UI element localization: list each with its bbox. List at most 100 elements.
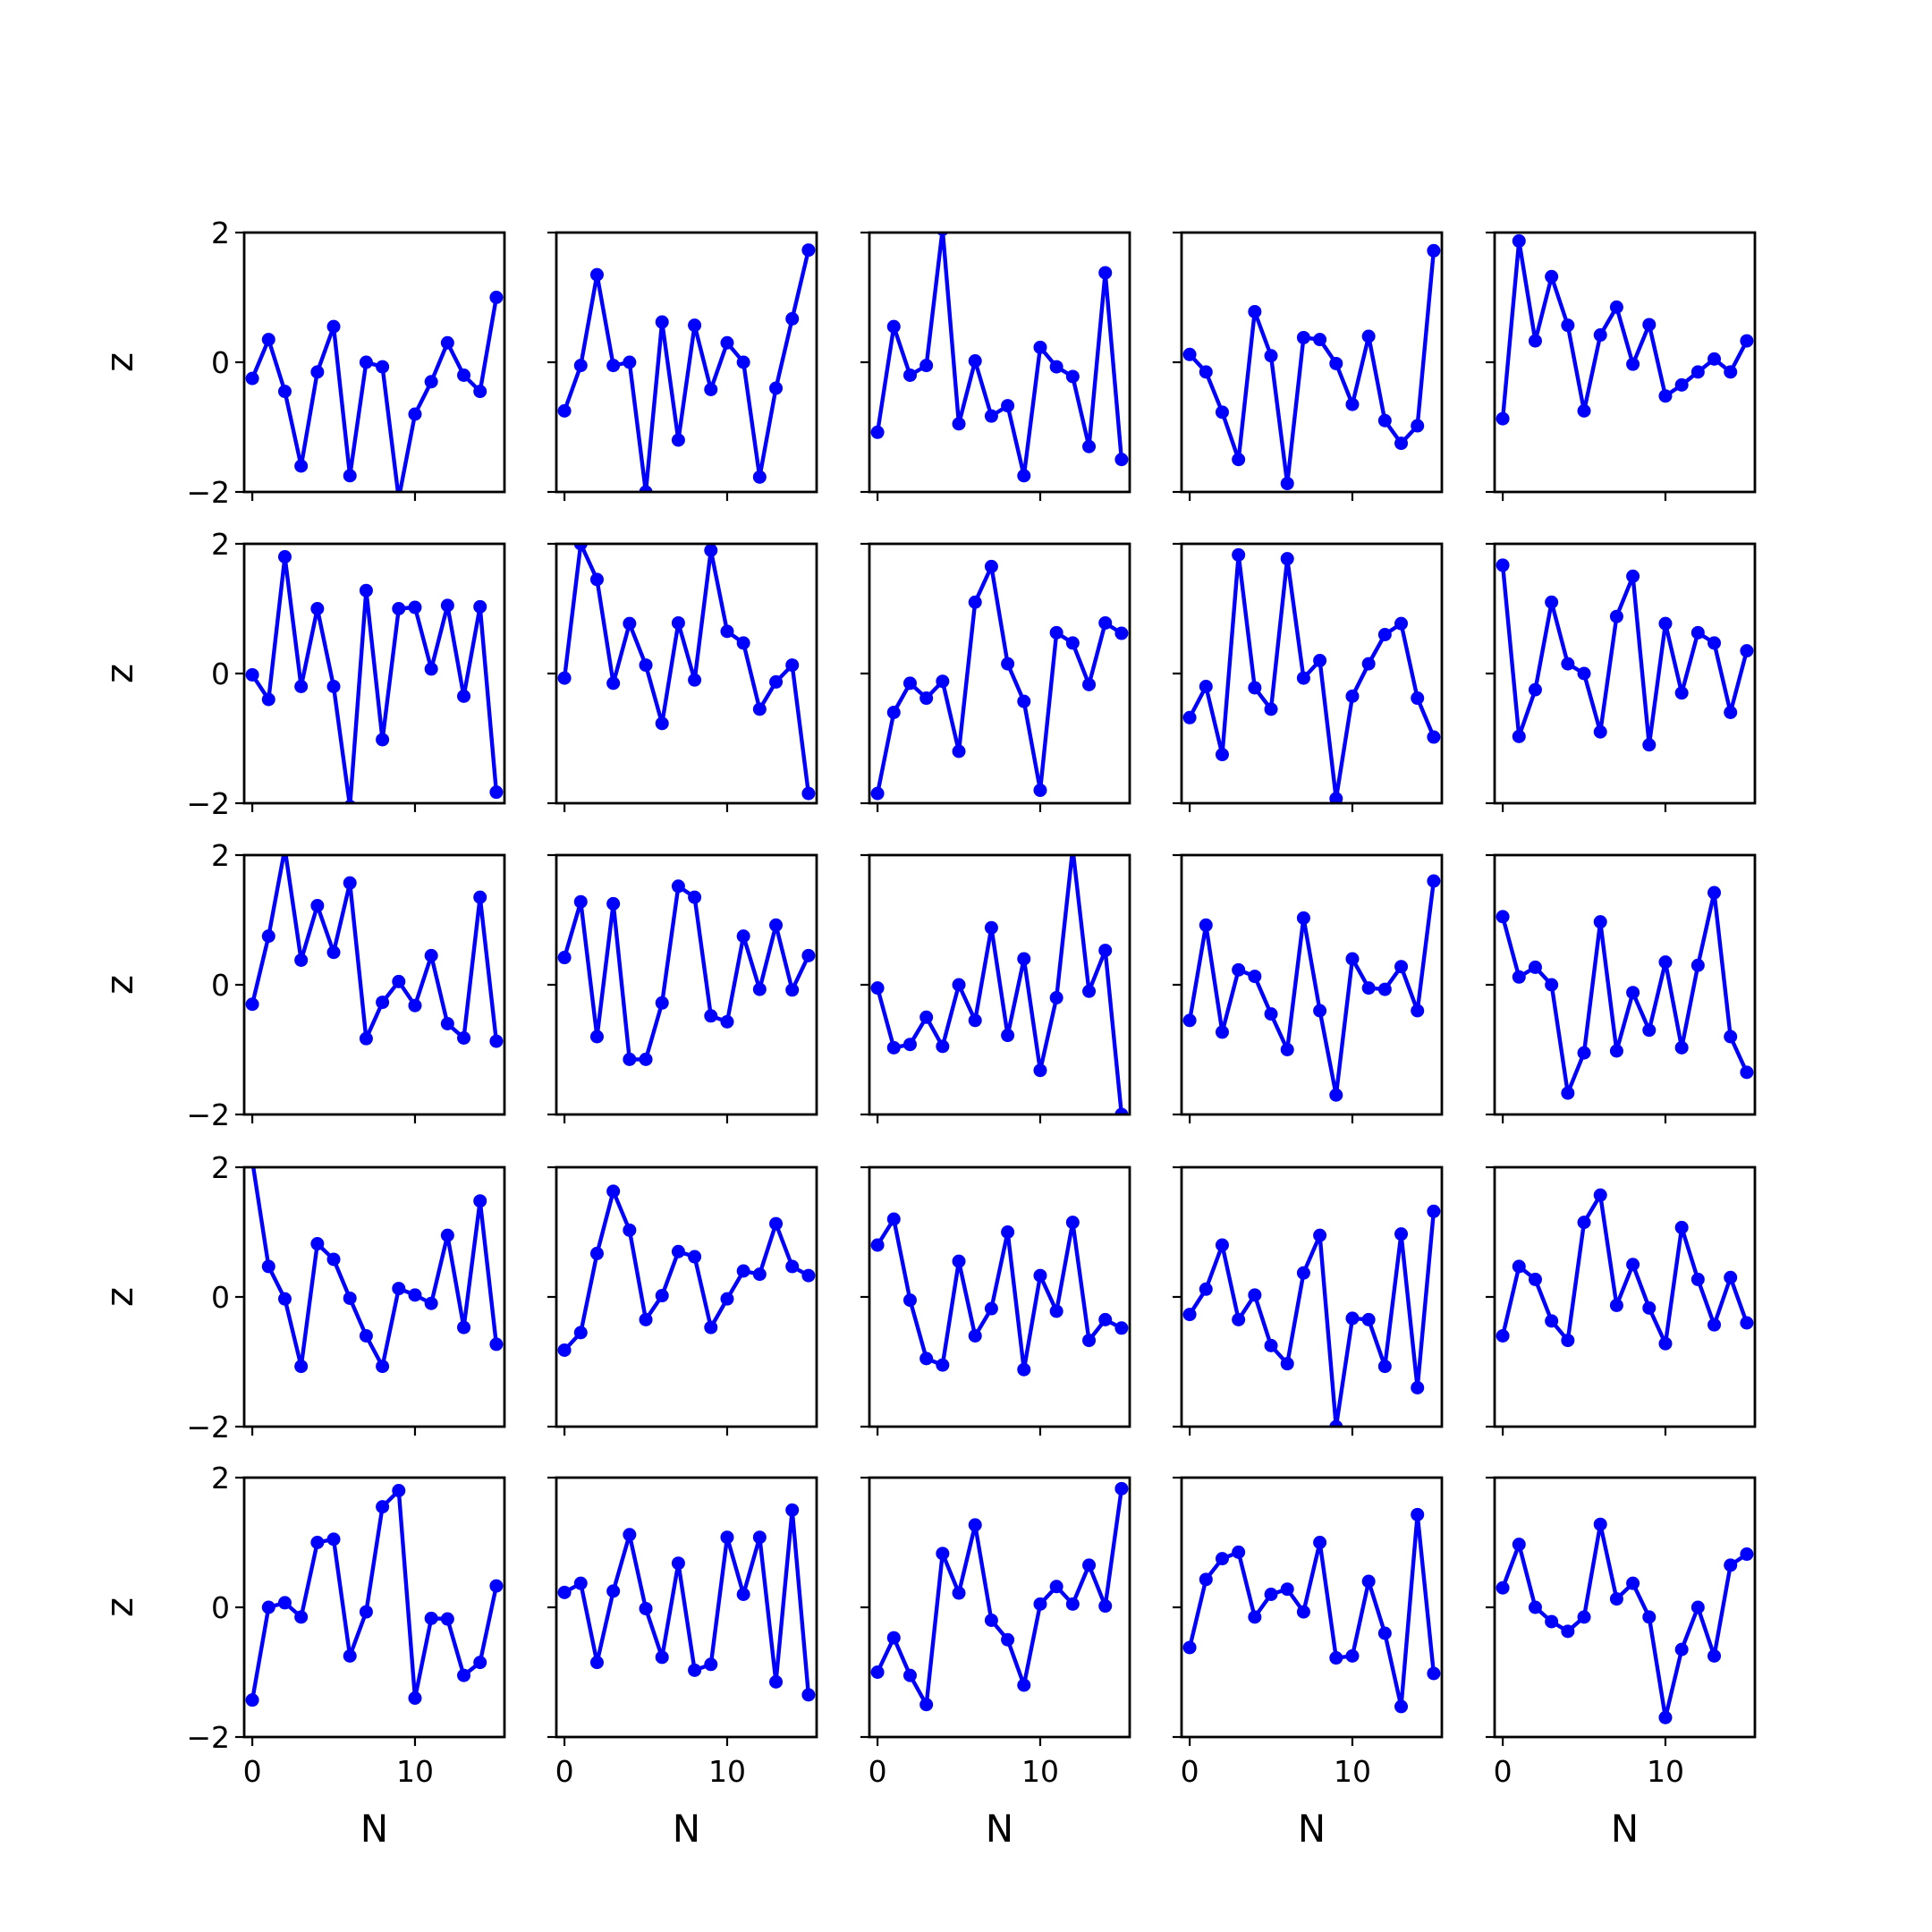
data-point: [870, 425, 885, 439]
data-point: [1658, 616, 1673, 631]
data-point: [736, 636, 750, 650]
data-point: [1361, 329, 1376, 343]
series-group: [1496, 558, 1754, 752]
data-point: [343, 876, 357, 890]
data-point: [1280, 1357, 1294, 1371]
data-point: [1280, 1043, 1294, 1056]
subplot-r3-c4: [1173, 853, 1444, 1123]
data-point: [936, 674, 950, 689]
subplot-r5-c3: 0 10N: [860, 1476, 1131, 1851]
data-point: [408, 1691, 422, 1705]
data-point: [720, 624, 734, 639]
data-point: [1512, 729, 1526, 743]
data-point: [801, 243, 816, 258]
data-point: [408, 998, 422, 1013]
x-axis-label: N: [1298, 1807, 1326, 1851]
data-point: [1577, 1216, 1591, 1230]
data-point: [1033, 784, 1047, 797]
data-point: [573, 894, 588, 909]
data-point: [1082, 1334, 1097, 1348]
data-point: [886, 1040, 901, 1055]
data-point: [1361, 1574, 1376, 1589]
data-point: [1001, 1029, 1015, 1043]
data-point: [1280, 477, 1294, 491]
data-point: [1658, 955, 1673, 970]
data-point: [1049, 625, 1063, 640]
data-point: [1114, 453, 1129, 467]
data-point: [1626, 1258, 1640, 1272]
y-tick-label: 2: [211, 1150, 230, 1185]
data-point: [1361, 981, 1376, 996]
series-line: [561, 1189, 811, 1353]
series-group: [250, 1167, 504, 1374]
data-point: [557, 1585, 572, 1599]
data-point: [1658, 1710, 1673, 1724]
data-point: [1017, 952, 1031, 966]
data-point: [440, 1017, 454, 1030]
data-point: [752, 1267, 767, 1282]
data-point: [736, 1264, 750, 1278]
data-point: [310, 1237, 325, 1251]
data-point: [294, 459, 309, 473]
data-point: [359, 1031, 373, 1046]
data-point: [1248, 970, 1262, 984]
data-point: [720, 1292, 734, 1306]
data-point: [245, 371, 259, 386]
data-point: [1609, 1298, 1623, 1312]
data-point: [489, 1034, 504, 1048]
data-point: [1690, 365, 1705, 379]
data-point: [326, 680, 341, 693]
data-point: [1001, 399, 1015, 413]
data-point: [1001, 1632, 1015, 1647]
data-point: [1082, 984, 1097, 998]
series-group: [1496, 1188, 1754, 1351]
data-point: [968, 354, 982, 369]
data-point: [457, 1030, 471, 1045]
x-tick-label: 10: [1021, 1754, 1059, 1789]
data-point: [359, 583, 373, 597]
series-group: [557, 1184, 816, 1357]
data-point: [1545, 595, 1559, 609]
data-point: [655, 996, 669, 1010]
data-point: [1496, 1329, 1510, 1343]
data-point: [1593, 915, 1607, 929]
series-line: [1187, 1208, 1436, 1427]
data-point: [1427, 874, 1441, 888]
series-group: [245, 550, 504, 803]
data-point: [1280, 552, 1294, 566]
data-point: [1674, 377, 1689, 392]
data-point: [606, 1184, 621, 1199]
data-point: [1033, 1063, 1047, 1078]
data-point: [1658, 389, 1673, 403]
data-point: [1674, 1040, 1689, 1055]
y-tick-label: −2: [186, 475, 230, 510]
x-axis-label: N: [986, 1807, 1013, 1851]
data-point: [1114, 1321, 1129, 1335]
subplot-r3-c2: [547, 853, 818, 1123]
data-point: [261, 929, 275, 944]
subplot-r2-c4: [1173, 542, 1444, 812]
data-point: [1264, 349, 1278, 363]
data-point: [326, 1252, 341, 1267]
data-point: [801, 948, 816, 962]
data-point: [1182, 347, 1197, 361]
y-tick-label: 0: [211, 1280, 230, 1315]
data-point: [801, 786, 816, 801]
data-point: [752, 702, 767, 716]
data-point: [902, 1038, 917, 1052]
data-point: [919, 1010, 934, 1024]
x-tick-label: 10: [396, 1754, 434, 1789]
subplot-r3-c5: [1486, 853, 1757, 1123]
data-point: [704, 382, 718, 396]
series-line: [1500, 563, 1750, 747]
data-point: [326, 945, 341, 960]
data-point: [671, 615, 685, 630]
data-point: [294, 680, 309, 693]
data-point: [1248, 1610, 1262, 1624]
y-tick-label: −2: [186, 1097, 230, 1132]
data-point: [801, 1268, 816, 1283]
data-point: [1545, 1614, 1559, 1629]
data-point: [1377, 413, 1392, 428]
data-point: [245, 997, 259, 1012]
